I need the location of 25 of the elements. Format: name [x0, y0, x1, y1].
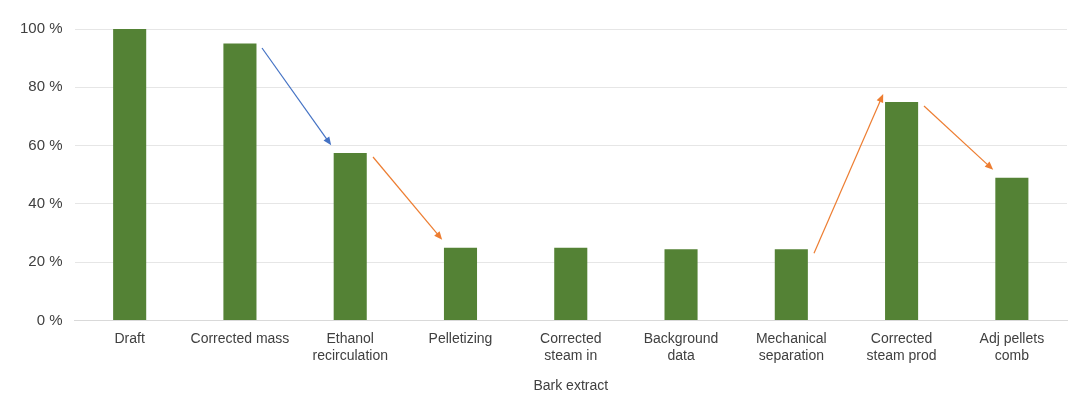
- y-tick-label: 100 %: [19, 19, 63, 37]
- x-tick-label: Corrected steam prod: [866, 329, 937, 363]
- x-tick-label: Ethanol recirculation: [312, 329, 388, 363]
- bar: [443, 247, 478, 321]
- x-tick-label: Corrected mass: [190, 329, 290, 346]
- x-axis-title: Bark extract: [533, 377, 609, 394]
- bar: [774, 249, 808, 321]
- bar: [113, 29, 147, 321]
- y-tick-label: 0 %: [36, 310, 63, 328]
- bar: [554, 247, 588, 321]
- x-tick-label: Corrected steam in: [540, 329, 602, 363]
- y-tick-label: 40 %: [28, 194, 63, 212]
- x-tick-label: Background data: [643, 329, 719, 363]
- bar: [995, 177, 1029, 321]
- x-tick-label: Mechanical separation: [755, 329, 827, 363]
- x-tick-label: Draft: [114, 329, 145, 346]
- y-tick-label: 80 %: [28, 77, 63, 95]
- bar: [333, 152, 367, 321]
- x-tick-label: Pelletizing: [428, 329, 493, 346]
- bar: [664, 249, 698, 321]
- bar: [885, 101, 919, 321]
- x-tick-label: Adj pellets comb: [979, 329, 1045, 363]
- y-tick-label: 60 %: [28, 135, 63, 153]
- bar: [223, 43, 257, 321]
- y-tick-label: 20 %: [28, 252, 63, 270]
